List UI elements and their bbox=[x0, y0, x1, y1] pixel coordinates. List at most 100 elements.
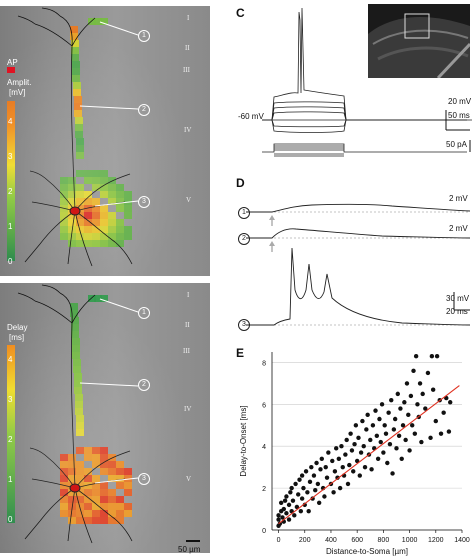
heat-cell bbox=[60, 482, 68, 489]
heat-cell bbox=[100, 233, 108, 240]
panel-d-traces bbox=[232, 180, 472, 340]
heat-cell bbox=[68, 212, 76, 219]
heat-cell bbox=[116, 226, 124, 233]
data-point bbox=[334, 446, 338, 450]
heat-cell bbox=[94, 295, 102, 302]
heat-cell bbox=[100, 447, 108, 454]
heat-cell bbox=[88, 18, 96, 25]
ap-label: AP bbox=[7, 58, 18, 67]
heat-cell bbox=[73, 366, 81, 373]
heat-cell bbox=[71, 40, 79, 47]
heat-cell bbox=[108, 517, 116, 524]
heat-cell bbox=[71, 47, 79, 54]
x-tick-label: 1000 bbox=[402, 537, 418, 544]
heat-cell bbox=[68, 503, 76, 510]
data-point bbox=[300, 496, 304, 500]
dendrite-branch bbox=[25, 521, 40, 539]
heat-cell bbox=[84, 447, 92, 454]
y-tick-label: 2 bbox=[262, 486, 266, 493]
data-point bbox=[362, 444, 366, 448]
data-point bbox=[296, 492, 300, 496]
heat-cell bbox=[68, 496, 76, 503]
data-point bbox=[338, 486, 342, 490]
heat-cell bbox=[108, 177, 116, 184]
heat-cell bbox=[124, 482, 132, 489]
heat-cell bbox=[100, 468, 108, 475]
scalebar-line bbox=[186, 540, 200, 542]
data-point bbox=[325, 475, 329, 479]
heat-cell bbox=[116, 240, 124, 247]
heat-cell bbox=[124, 468, 132, 475]
data-point bbox=[410, 423, 414, 427]
data-point bbox=[375, 434, 379, 438]
data-point bbox=[385, 461, 389, 465]
data-point bbox=[284, 494, 288, 498]
heat-cell bbox=[68, 184, 76, 191]
dendrite-branch bbox=[110, 451, 130, 459]
dendrite-branch bbox=[75, 488, 92, 543]
heat-cell bbox=[76, 152, 84, 159]
data-point bbox=[430, 354, 434, 358]
dendrite-branch bbox=[75, 211, 92, 266]
heat-cell bbox=[60, 212, 68, 219]
data-point bbox=[354, 423, 358, 427]
heat-cell bbox=[116, 233, 124, 240]
dendrite-branch bbox=[45, 178, 75, 211]
heat-cell bbox=[76, 496, 84, 503]
soma bbox=[70, 207, 80, 215]
heat-cell bbox=[108, 454, 116, 461]
data-point bbox=[289, 486, 293, 490]
dendrite-branch bbox=[60, 293, 75, 488]
panel-c-traces bbox=[232, 0, 472, 160]
data-point bbox=[384, 431, 388, 435]
data-point bbox=[414, 354, 418, 358]
heat-cell bbox=[92, 212, 100, 219]
heat-cell bbox=[75, 401, 83, 408]
heat-cell bbox=[116, 191, 124, 198]
data-point bbox=[435, 354, 439, 358]
heat-cell bbox=[76, 226, 84, 233]
data-point bbox=[309, 465, 313, 469]
data-point bbox=[377, 417, 381, 421]
heat-cell bbox=[92, 517, 100, 524]
panel-a-overlay bbox=[0, 6, 210, 276]
heat-cell bbox=[73, 89, 81, 96]
heat-cell bbox=[100, 212, 108, 219]
heat-cell bbox=[100, 18, 108, 25]
d-scale-3-v: 30 mV bbox=[446, 294, 469, 303]
data-point bbox=[413, 431, 417, 435]
heat-cell bbox=[72, 68, 80, 75]
dendrite-branch bbox=[75, 211, 115, 242]
heat-cell bbox=[76, 422, 84, 429]
layer-label-v: V bbox=[186, 196, 191, 204]
site-leader-line bbox=[100, 299, 138, 312]
heat-cell bbox=[84, 517, 92, 524]
data-point bbox=[300, 473, 304, 477]
data-point bbox=[318, 467, 322, 471]
heat-cell bbox=[68, 219, 76, 226]
heat-cell bbox=[72, 75, 80, 82]
dendrite-branch bbox=[68, 488, 75, 541]
panel-b-micrograph: I II III IV V Delay [ms] 4 3 2 1 0 1 2 3 bbox=[0, 283, 210, 553]
data-point bbox=[426, 371, 430, 375]
rest-potential-label: -60 mV bbox=[238, 112, 264, 121]
data-point bbox=[305, 490, 309, 494]
heat-cell bbox=[74, 96, 82, 103]
layer-label-i-b: I bbox=[187, 291, 189, 299]
scalebar-label: 50 µm bbox=[178, 545, 200, 554]
heat-cell bbox=[70, 33, 78, 40]
heat-cell bbox=[100, 177, 108, 184]
site-marker-2-b: 2 bbox=[138, 379, 150, 391]
heat-cell bbox=[60, 489, 68, 496]
heat-cell bbox=[92, 170, 100, 177]
delay-tick-1: 1 bbox=[8, 475, 12, 484]
data-point bbox=[360, 419, 364, 423]
heat-cell bbox=[116, 205, 124, 212]
heat-cell bbox=[75, 408, 83, 415]
data-point bbox=[279, 501, 283, 505]
heat-cell bbox=[124, 205, 132, 212]
heat-cell bbox=[100, 191, 108, 198]
heat-cell bbox=[71, 317, 79, 324]
heat-cell bbox=[72, 345, 80, 352]
site-marker-2-a: 2 bbox=[138, 104, 150, 116]
